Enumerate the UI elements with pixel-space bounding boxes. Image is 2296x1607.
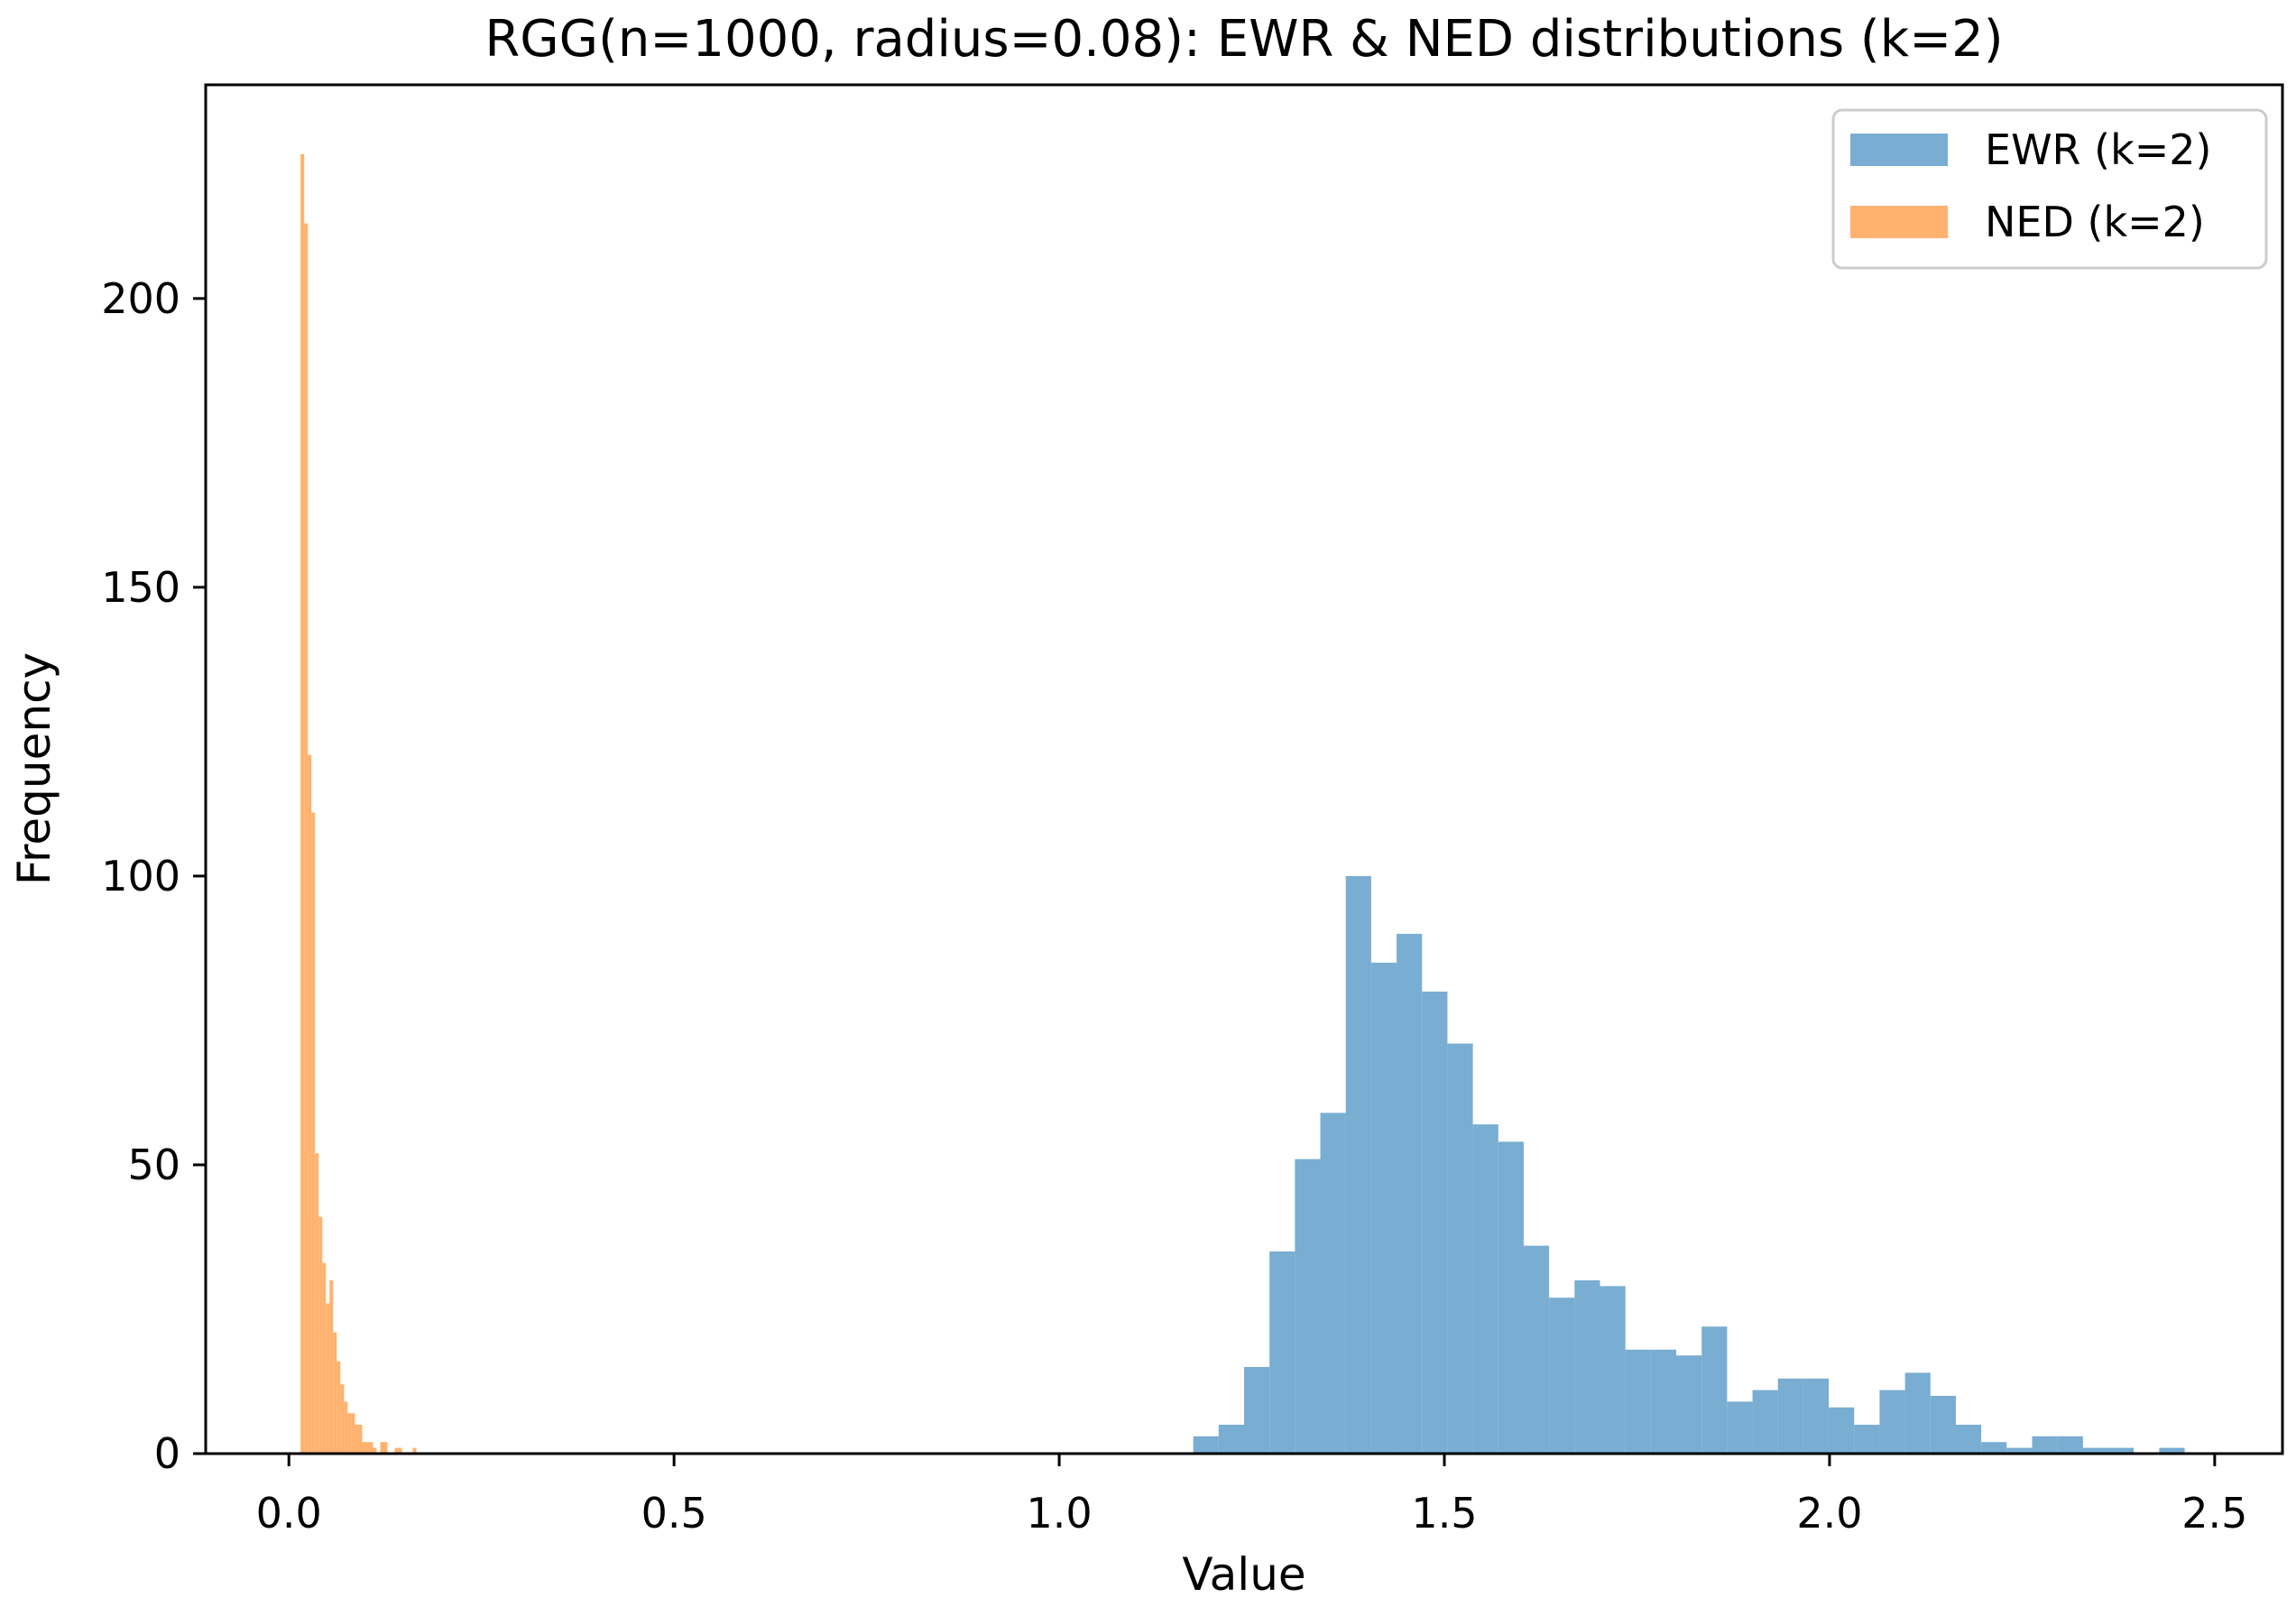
histogram-bar: [340, 1384, 345, 1454]
y-tick-label: 0: [154, 1429, 180, 1478]
histogram-bar: [1472, 1124, 1498, 1454]
histogram-bar: [2082, 1447, 2109, 1454]
y-axis-label: Frequency: [8, 652, 60, 885]
histogram-bar: [380, 1442, 384, 1454]
histogram-bar: [1397, 933, 1423, 1454]
histogram-bar: [394, 1447, 399, 1454]
histogram-bar: [1727, 1401, 1753, 1454]
bars-layer: [300, 153, 2185, 1454]
histogram-bar: [1930, 1395, 1956, 1454]
histogram-bar: [308, 754, 312, 1454]
plot-frame: [204, 83, 2284, 1455]
histogram-bar: [1295, 1159, 1321, 1454]
legend-label-ned: NED (k=2): [1985, 198, 2205, 246]
histogram-bar: [1777, 1378, 1803, 1454]
histogram-bar: [333, 1332, 337, 1454]
histogram-bar: [351, 1413, 355, 1454]
chart-title: RGG(n=1000, radius=0.08): EWR & NED dist…: [484, 10, 2003, 69]
histogram-bar: [1523, 1245, 1550, 1454]
histogram-bar: [383, 1442, 388, 1454]
legend-swatch-ewr: [1850, 134, 1948, 166]
series-ned: [300, 153, 417, 1454]
x-tick-label: 0.0: [256, 1489, 322, 1538]
y-tick-label: 200: [101, 274, 180, 323]
y-tick-label: 100: [101, 852, 180, 900]
histogram-bar: [344, 1401, 348, 1454]
histogram-bar: [2057, 1436, 2083, 1454]
histogram-bar: [1498, 1141, 1524, 1454]
histogram-bar: [337, 1361, 341, 1454]
histogram-bar: [315, 1153, 319, 1454]
histogram-bar: [365, 1442, 370, 1454]
histogram-bar: [1955, 1425, 1982, 1454]
histogram-bar: [1345, 875, 1371, 1454]
histogram-bar: [322, 1262, 327, 1454]
histogram-bar: [1549, 1298, 1575, 1454]
histogram-bar: [1269, 1251, 1296, 1454]
histogram-bar: [311, 812, 316, 1454]
histogram-bar: [373, 1447, 377, 1454]
x-tick-label: 1.0: [1026, 1489, 1092, 1538]
histogram-bar: [1829, 1407, 1855, 1454]
histogram-bar: [1752, 1390, 1778, 1454]
histogram-bar: [362, 1442, 366, 1454]
histogram-bar: [1650, 1349, 1677, 1454]
legend: EWR (k=2) NED (k=2): [1831, 108, 2268, 270]
x-tick-label: 0.5: [641, 1489, 707, 1538]
histogram-bar: [326, 1303, 330, 1454]
histogram-bar: [1803, 1378, 1830, 1454]
legend-swatch-ned: [1850, 206, 1948, 238]
x-axis-label: Value: [1182, 1548, 1305, 1601]
histogram-bar: [300, 153, 305, 1454]
ticks-layer: 0.0 0.5 1.0 1.5 2.0 2.5 0 50 100 150 200: [101, 274, 2247, 1538]
histogram-bar: [1701, 1326, 1728, 1454]
histogram-bar: [355, 1425, 359, 1454]
histogram-bar: [2006, 1447, 2033, 1454]
histogram-bar: [1447, 1043, 1473, 1454]
histogram-bar: [358, 1425, 363, 1454]
histogram-bar: [1904, 1372, 1931, 1454]
histogram-bar: [1370, 962, 1397, 1454]
y-tick-label: 150: [101, 563, 180, 612]
histogram-bar: [1193, 1436, 1219, 1454]
histogram-bar: [1676, 1355, 1702, 1454]
histogram-bar: [1244, 1366, 1270, 1454]
histogram-bar: [1574, 1279, 1600, 1454]
x-tick-label: 1.5: [1411, 1489, 1477, 1538]
series-ewr: [1193, 875, 2185, 1454]
histogram-bar: [1854, 1425, 1880, 1454]
histogram-bar: [347, 1413, 352, 1454]
histogram-bar: [1218, 1425, 1244, 1454]
histogram-bar: [1600, 1286, 1626, 1454]
x-tick-label: 2.0: [1796, 1489, 1862, 1538]
histogram-bar: [1879, 1390, 1905, 1454]
histogram-bar: [2159, 1447, 2185, 1454]
histogram-bar: [318, 1216, 323, 1454]
histogram-bar: [412, 1447, 417, 1454]
histogram-bar: [398, 1447, 402, 1454]
legend-label-ewr: EWR (k=2): [1985, 125, 2211, 174]
histogram-bar: [1625, 1349, 1651, 1454]
histogram-bar: [369, 1442, 373, 1454]
histogram-bar: [329, 1279, 334, 1454]
histogram-bar: [304, 223, 309, 1454]
histogram-bar: [2108, 1447, 2135, 1454]
x-tick-label: 2.5: [2181, 1489, 2247, 1538]
histogram-bar: [2032, 1436, 2058, 1454]
y-tick-label: 50: [127, 1141, 180, 1189]
histogram-bar: [1422, 991, 1448, 1454]
histogram-bar: [1320, 1113, 1346, 1454]
histogram-bar: [1981, 1442, 2007, 1454]
